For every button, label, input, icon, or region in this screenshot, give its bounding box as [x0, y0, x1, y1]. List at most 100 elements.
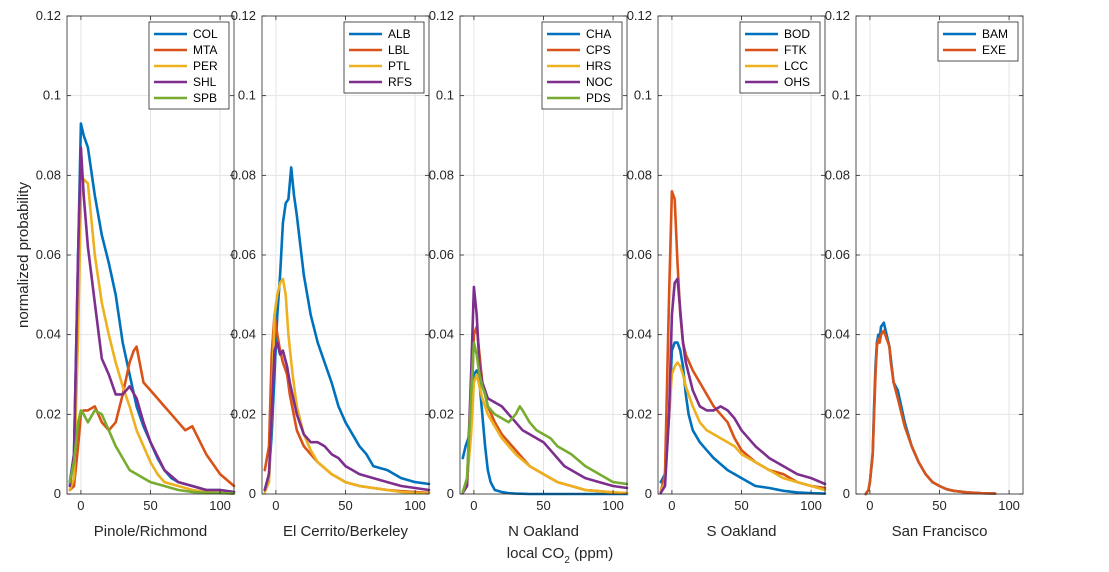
series-line-rfs [263, 341, 431, 492]
legend-label-pds: PDS [586, 91, 611, 105]
legend-label-cha: CHA [586, 27, 611, 41]
x-tick-label: 50 [143, 498, 157, 513]
x-tick-label: 0 [668, 498, 675, 513]
x-tick-label: 100 [998, 498, 1020, 513]
tick-marks [262, 15, 429, 495]
x-tick-label: 100 [404, 498, 426, 513]
legend-box [937, 21, 1019, 62]
shared-x-axis-label-main: local CO [507, 545, 565, 562]
y-tick-label: 0.02 [825, 406, 850, 421]
legend-label-bod: BOD [784, 27, 810, 41]
y-tick-label: 0.04 [825, 327, 850, 342]
tick-marks [658, 15, 825, 495]
y-tick-label: 0 [645, 486, 652, 501]
y-tick-label: 0.04 [231, 327, 256, 342]
subplot-5: 0 50 100 0 0.02 0.04 0.06 0.08 0.1 0.12 San Franci… [825, 8, 1024, 540]
x-tick-label: 0 [77, 498, 84, 513]
legend-label-hrs: HRS [586, 59, 611, 73]
tick-marks [460, 15, 627, 495]
series-line-pds [461, 341, 629, 494]
y-tick-label: 0.06 [231, 247, 256, 262]
subplot-3: 0 50 100 0 0.02 0.04 0.06 0.08 0.1 0.12 N Oakland C… [429, 8, 629, 540]
series-line-spb [68, 409, 236, 495]
y-tick-label: 0.1 [832, 88, 850, 103]
shared-x-axis-label-subscript: 2 [564, 555, 570, 566]
series-lines [68, 122, 236, 495]
x-tick-label: 50 [734, 498, 748, 513]
series-line-alb [263, 166, 431, 492]
y-axis-label: normalized probability [15, 182, 32, 328]
series-line-noc [461, 285, 629, 495]
legend-label-spb: SPB [193, 91, 217, 105]
x-axis-label: N Oakland [508, 523, 579, 540]
y-tick-label: 0.08 [429, 167, 454, 182]
grid [658, 15, 825, 495]
subplot-1: 0 50 100 0 0.02 0.04 0.06 0.08 0.1 0.12 Pinole/Ric… [36, 8, 236, 540]
y-tick-label: 0.08 [825, 167, 850, 182]
y-tick-label: 0.1 [43, 88, 61, 103]
legend: ALB LBL PTL RFS [343, 21, 425, 94]
y-tick-label: 0.12 [825, 8, 850, 23]
legend: COL MTA PER SHL SPB [148, 21, 230, 110]
y-tick-label: 0.04 [429, 327, 454, 342]
y-tick-label: 0.06 [825, 247, 850, 262]
y-tick-label: 0 [843, 486, 850, 501]
series-line-ohs [659, 277, 827, 495]
subplot-2: 0 50 100 0 0.02 0.04 0.06 0.08 0.1 0.12 El Cerrito… [231, 8, 431, 540]
legend-label-rfs: RFS [388, 75, 412, 89]
series-line-ptl [263, 277, 431, 495]
y-tick-label: 0.08 [231, 167, 256, 182]
y-tick-label: 0.12 [36, 8, 61, 23]
x-axis-label: El Cerrito/Berkeley [283, 523, 409, 540]
legend-label-ptl: PTL [388, 59, 410, 73]
y-tick-label: 0.1 [634, 88, 652, 103]
x-tick-label: 100 [800, 498, 822, 513]
series-line-lcc [659, 361, 827, 494]
x-axis-label: Pinole/Richmond [94, 523, 207, 540]
y-tick-label: 0.1 [436, 88, 454, 103]
y-tick-label: 0.02 [36, 406, 61, 421]
legend-label-ohs: OHS [784, 75, 810, 89]
y-tick-label: 0 [54, 486, 61, 501]
y-tick-label: 0.02 [429, 406, 454, 421]
legend-label-bam: BAM [982, 27, 1008, 41]
legend: BOD FTK LCC OHS [739, 21, 821, 94]
y-tick-label: 0.04 [627, 327, 652, 342]
series-line-exe [864, 329, 997, 496]
shared-x-axis-label-unit: (ppm) [570, 545, 613, 562]
legend-label-mta: MTA [193, 43, 217, 57]
x-axis-label: S Oakland [706, 523, 776, 540]
y-tick-label: 0.04 [36, 327, 61, 342]
y-tick-label: 0.1 [238, 88, 256, 103]
y-tick-label: 0 [249, 486, 256, 501]
y-tick-label: 0.08 [36, 167, 61, 182]
y-tick-label: 0.02 [627, 406, 652, 421]
legend-label-alb: ALB [388, 27, 411, 41]
y-tick-label: 0 [447, 486, 454, 501]
series-lines [263, 166, 431, 495]
series-lines [864, 321, 997, 496]
y-tick-label: 0.08 [627, 167, 652, 182]
legend-label-exe: EXE [982, 43, 1006, 57]
y-tick-label: 0.02 [231, 406, 256, 421]
x-axis-label: San Francisco [892, 523, 988, 540]
series-line-bod [659, 341, 827, 495]
y-tick-label: 0.06 [36, 247, 61, 262]
subplot-4: 0 50 100 0 0.02 0.04 0.06 0.08 0.1 0.12 S Oakland B… [627, 8, 827, 540]
y-tick-label: 0.12 [627, 8, 652, 23]
series-line-mta [68, 345, 236, 492]
series-line-hrs [461, 373, 629, 495]
x-tick-label: 100 [209, 498, 231, 513]
shared-x-axis-label: local CO2 (ppm) [507, 545, 613, 566]
series-lines [461, 285, 629, 496]
legend-label-per: PER [193, 59, 218, 73]
legend-label-col: COL [193, 27, 218, 41]
x-tick-label: 50 [338, 498, 352, 513]
legend-label-cps: CPS [586, 43, 611, 57]
y-tick-label: 0.06 [429, 247, 454, 262]
x-tick-label: 50 [932, 498, 946, 513]
legend-label-ftk: FTK [784, 43, 807, 57]
y-tick-label: 0.06 [627, 247, 652, 262]
legend-label-shl: SHL [193, 75, 217, 89]
y-tick-label: 0.12 [429, 8, 454, 23]
